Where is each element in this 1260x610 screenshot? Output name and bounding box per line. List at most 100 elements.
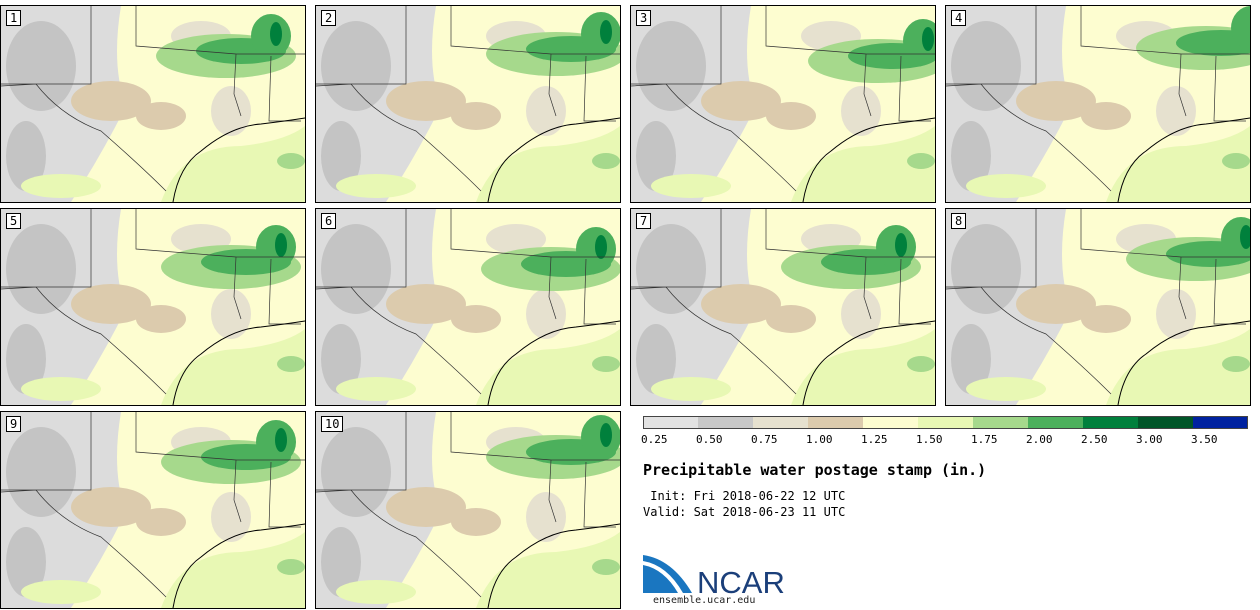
member-label: 7 (636, 213, 652, 229)
coastline (1117, 117, 1250, 202)
state-boundaries (316, 412, 620, 598)
member-panel-5: 5 (0, 208, 306, 406)
ncar-logo: NCAR (643, 555, 785, 595)
moist-region (791, 126, 935, 202)
member-panel-9: 9 (0, 411, 306, 609)
very-dry-region (6, 21, 76, 111)
moderately-dry-region (136, 508, 186, 536)
wet-band (1231, 6, 1250, 50)
moist-region (791, 329, 935, 405)
moist-region (21, 377, 101, 401)
init-time: Init: Fri 2018-06-22 12 UTC (643, 489, 846, 503)
coastline (172, 320, 305, 405)
very-dry-region (6, 427, 76, 517)
moist-region (476, 126, 620, 202)
humid-region (907, 153, 935, 169)
moderately-dry-region (1016, 284, 1096, 324)
moderately-dry-region (136, 102, 186, 130)
very-dry-region (951, 21, 1021, 111)
member-label: 3 (636, 10, 652, 26)
very-dry-region (636, 224, 706, 314)
moderately-dry-region (1081, 102, 1131, 130)
state-boundaries (946, 209, 1250, 395)
colorbar-swatch (1028, 416, 1084, 429)
moderately-dry-region (526, 492, 566, 542)
very-wet-core (270, 22, 282, 46)
moderately-dry-region (211, 492, 251, 542)
moist-region (966, 174, 1046, 198)
member-label: 9 (6, 416, 22, 432)
member-panel-7: 7 (630, 208, 936, 406)
very-wet-core (275, 428, 287, 452)
colorbar-tick-label: 2.00 (1026, 433, 1053, 446)
colorbar-tick-label: 1.75 (971, 433, 998, 446)
humid-region (277, 559, 305, 575)
humid-region (277, 356, 305, 372)
state-boundaries (316, 6, 620, 192)
moderately-dry-region (766, 102, 816, 130)
moderately-dry-region (526, 289, 566, 339)
colorbar-tick-label: 3.00 (1136, 433, 1163, 446)
moderately-dry-region (841, 86, 881, 136)
very-dry-region (951, 121, 991, 191)
humid-region (592, 153, 620, 169)
very-dry-region (321, 224, 391, 314)
moist-region (161, 126, 305, 202)
logo-swoosh-white (643, 561, 683, 593)
coastline (172, 523, 305, 608)
coastline (802, 117, 935, 202)
colorbar-tick-label: 3.50 (1191, 433, 1218, 446)
moist-region (336, 377, 416, 401)
moderately-dry-region (211, 289, 251, 339)
very-dry-region (6, 224, 76, 314)
moist-region (161, 329, 305, 405)
very-dry-region (321, 427, 391, 517)
logo-url: ensemble.ucar.edu (653, 595, 756, 606)
state-boundaries (1, 209, 305, 395)
moderately-dry-region (1156, 289, 1196, 339)
colorbar-swatch (753, 416, 809, 429)
colorbar-swatch (918, 416, 974, 429)
state-boundaries (946, 6, 1250, 192)
logo-wordmark: NCAR (697, 565, 785, 595)
moderately-dry-region (386, 284, 466, 324)
very-wet-core (895, 233, 907, 257)
colorbar-swatch (1193, 416, 1248, 429)
moderately-dry-region (71, 81, 151, 121)
moist-region (476, 329, 620, 405)
moderately-dry-region (451, 102, 501, 130)
colorbar-swatch (863, 416, 919, 429)
moderately-dry-region (841, 289, 881, 339)
coastline (487, 117, 620, 202)
moderately-dry-region (486, 224, 546, 254)
humid-region (907, 356, 935, 372)
colorbar-tick-label: 1.50 (916, 433, 943, 446)
coastline (802, 320, 935, 405)
colorbar-swatch (973, 416, 1029, 429)
moist-region (161, 532, 305, 608)
colorbar (643, 416, 1248, 429)
moderately-dry-region (451, 305, 501, 333)
very-dry-region (6, 121, 46, 191)
moist-region (651, 174, 731, 198)
very-wet-core (275, 233, 287, 257)
moderately-dry-region (1081, 305, 1131, 333)
moderately-dry-region (71, 284, 151, 324)
member-label: 6 (321, 213, 337, 229)
colorbar-tick-label: 1.00 (806, 433, 833, 446)
very-wet-core (922, 27, 934, 51)
colorbar-tick-label: 0.50 (696, 433, 723, 446)
member-label: 8 (951, 213, 967, 229)
very-wet-core (600, 423, 612, 447)
moist-region (336, 174, 416, 198)
moderately-dry-region (1156, 86, 1196, 136)
colorbar-tick-label: 0.25 (641, 433, 668, 446)
moderately-dry-region (451, 508, 501, 536)
moderately-dry-region (71, 487, 151, 527)
colorbar-swatch (698, 416, 754, 429)
member-label: 10 (321, 416, 344, 432)
moderately-dry-region (701, 284, 781, 324)
very-dry-region (636, 324, 676, 394)
colorbar-swatch (1138, 416, 1194, 429)
very-dry-region (636, 121, 676, 191)
